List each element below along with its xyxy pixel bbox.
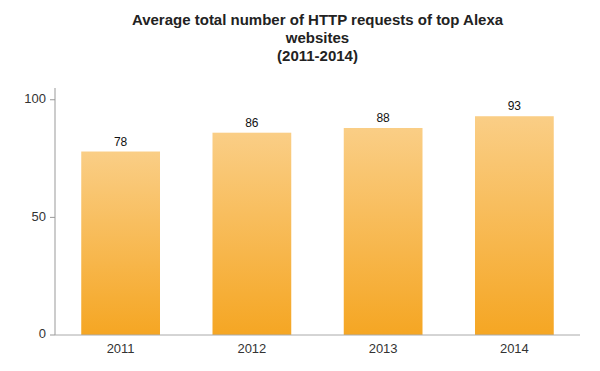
chart-title: Average total number of HTTP requests of… bbox=[132, 11, 504, 64]
x-axis-line bbox=[55, 335, 580, 336]
bars bbox=[81, 116, 554, 335]
x-tick-label: 2012 bbox=[237, 341, 266, 356]
y-tick bbox=[50, 335, 55, 336]
bar bbox=[475, 116, 554, 335]
y-axis-line bbox=[55, 88, 56, 335]
y-tick-label: 0 bbox=[39, 326, 46, 341]
bar bbox=[344, 128, 423, 335]
data-label: 93 bbox=[508, 99, 522, 113]
title-line: websites bbox=[285, 29, 349, 46]
data-label: 78 bbox=[114, 135, 128, 149]
bar bbox=[81, 152, 160, 335]
chart-svg: Average total number of HTTP requests of… bbox=[0, 0, 600, 371]
title-line: (2011-2014) bbox=[277, 47, 358, 64]
chart-container: Average total number of HTTP requests of… bbox=[0, 0, 600, 371]
y-tick bbox=[50, 217, 55, 218]
data-label: 86 bbox=[245, 116, 259, 130]
y-tick-label: 100 bbox=[24, 91, 46, 106]
data-label: 88 bbox=[376, 111, 390, 125]
y-tick bbox=[50, 99, 55, 100]
bar bbox=[213, 133, 292, 335]
y-tick-label: 50 bbox=[32, 209, 46, 224]
title-line: Average total number of HTTP requests of… bbox=[132, 11, 504, 28]
x-tick-label: 2011 bbox=[107, 341, 135, 356]
x-tick-label: 2013 bbox=[369, 341, 398, 356]
x-tick-label: 2014 bbox=[500, 341, 529, 356]
